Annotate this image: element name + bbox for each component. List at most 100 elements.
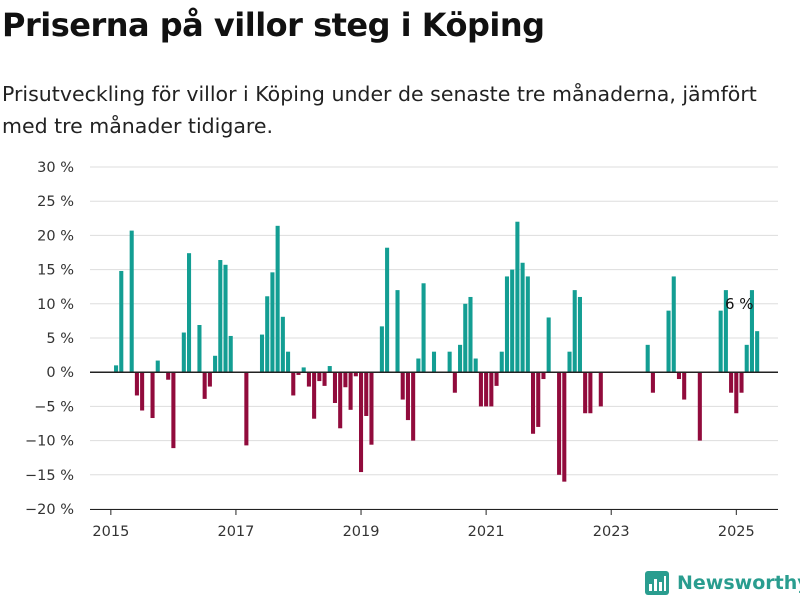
bar [723,290,728,373]
bar [338,372,343,429]
bar [525,276,530,373]
x-tick-label: 2017 [217,524,254,540]
bar [536,372,541,427]
bar [645,344,650,373]
bar [650,372,655,393]
bar [499,351,504,373]
bar [411,372,416,441]
bar [515,221,520,373]
bar [244,372,249,446]
bar [114,365,119,373]
y-tick-label: −15 % [25,468,74,484]
bar [228,335,233,373]
bar [348,372,353,410]
bar [166,372,171,380]
bar [291,372,296,396]
x-tick-label: 2023 [593,524,630,540]
bar [322,372,327,386]
bar [353,372,358,377]
bar [739,372,744,393]
bar [332,372,338,403]
bar [197,325,202,373]
bar [223,264,228,373]
bar [140,372,145,411]
y-tick-label: −5 % [34,399,74,415]
bar [562,372,567,482]
bar [385,247,390,373]
brand-name: Newsworthy [677,572,800,594]
bar [682,372,687,400]
bar [280,316,285,373]
bar [546,317,551,373]
bar [171,372,176,449]
bar [150,372,155,419]
y-tick-label: 20 % [37,228,74,244]
bar [187,253,192,373]
bar [734,372,739,414]
bar [676,372,682,380]
bar [400,372,405,400]
bar [301,367,306,373]
bar [494,372,499,386]
bar [489,372,494,407]
bar [504,276,510,373]
bar [312,372,317,419]
bar [286,351,291,373]
bar [749,290,754,373]
y-tick-label: 15 % [37,263,74,279]
bar [359,372,364,473]
y-tick-label: 25 % [37,194,74,210]
y-tick-label: 5 % [46,331,74,347]
y-tick-label: 30 % [37,160,74,176]
bar [218,260,223,373]
bar [416,358,421,373]
y-axis-labels: 30 % 25 % 20 % 15 % 10 % 5 % 0 % −5 % −10 % −15 %… [25,160,74,518]
chart-subtitle: Prisutveckling för villor i Köping under… [2,82,757,138]
bar [510,269,515,373]
bar [421,283,426,373]
bar [598,372,603,407]
bar [275,225,280,373]
bar [134,372,139,396]
bar [202,372,207,399]
x-axis-ticks: 2015 2017 2019 2021 2023 2025 [92,509,755,540]
x-tick-label: 2021 [468,524,505,540]
bar [431,351,437,373]
x-tick-label: 2025 [718,524,755,540]
bar [213,355,218,373]
bar [755,331,760,373]
chart-title: Priserna på villor steg i Köping [2,6,545,44]
bar [265,296,270,373]
x-tick-label: 2015 [92,524,129,540]
y-tick-label: −10 % [25,434,74,450]
bar [343,372,348,388]
bar [155,360,160,373]
bar [671,276,676,373]
bar [181,332,186,373]
bar [478,372,483,407]
y-tick-label: 0 % [46,365,74,381]
bar [405,372,410,421]
bar [567,351,572,373]
bar [447,351,452,373]
brand-logo: Newsworthy [645,568,800,598]
bar [577,296,582,373]
bar [531,372,536,434]
bar [369,372,374,445]
bar [270,272,275,373]
bar [317,372,322,382]
bar [729,372,734,393]
bars [114,221,760,482]
bar [666,310,671,373]
bar [458,344,463,373]
bar [484,372,489,407]
x-tick-label: 2019 [343,524,380,540]
bar [473,358,478,373]
bar [718,310,723,373]
bar [588,372,593,414]
bar [744,344,749,373]
bar-chart-logo-icon [645,571,669,595]
bar [364,372,369,416]
bar [379,326,384,373]
